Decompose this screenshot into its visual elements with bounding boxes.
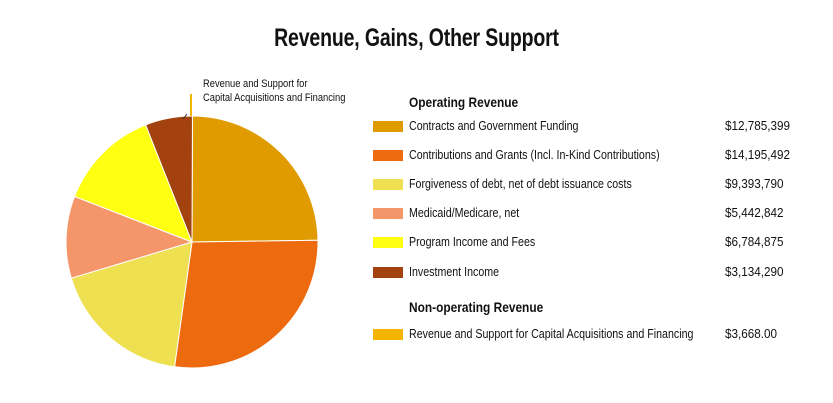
legend-value: $3,668.00 bbox=[725, 326, 778, 341]
legend-value: $9,393,790 bbox=[725, 176, 784, 191]
legend-value: $3,134,290 bbox=[725, 264, 784, 279]
pie-slice bbox=[173, 239, 319, 369]
callout-line-2: Capital Acquisitions and Financing bbox=[203, 92, 346, 104]
chart-title: Revenue, Gains, Other Support bbox=[274, 24, 559, 52]
legend-swatch bbox=[373, 329, 403, 340]
callout-label: Revenue and Support for Capital Acquisit… bbox=[203, 77, 345, 105]
legend-swatch bbox=[373, 267, 403, 278]
legend-heading-non-operating: Non-operating Revenue bbox=[409, 299, 544, 315]
pie-slice bbox=[191, 115, 319, 243]
legend-row-investment: Investment Income $3,134,290 bbox=[373, 264, 813, 284]
legend-label: Contracts and Government Funding bbox=[409, 118, 579, 133]
callout-line-1: Revenue and Support for bbox=[203, 78, 308, 90]
callout-tick bbox=[182, 113, 188, 120]
legend-row-contracts: Contracts and Government Funding $12,785… bbox=[373, 118, 813, 138]
pie-slice bbox=[144, 115, 193, 243]
legend-row-contributions: Contributions and Grants (Incl. In-Kind … bbox=[373, 147, 813, 167]
legend-label: Investment Income bbox=[409, 264, 500, 279]
legend-heading-operating: Operating Revenue bbox=[409, 94, 519, 110]
legend-swatch bbox=[373, 208, 403, 219]
pie-slice bbox=[73, 124, 193, 243]
legend-label: Forgiveness of debt, net of debt issuanc… bbox=[409, 176, 632, 191]
legend-swatch bbox=[373, 150, 403, 161]
legend-value: $5,442,842 bbox=[725, 205, 784, 220]
legend-label: Medicaid/Medicare, net bbox=[409, 205, 520, 220]
legend-row-medicaid: Medicaid/Medicare, net $5,442,842 bbox=[373, 205, 813, 225]
legend-value: $12,785,399 bbox=[725, 118, 791, 133]
pie-slice bbox=[70, 241, 193, 368]
legend-label: Contributions and Grants (Incl. In-Kind … bbox=[409, 147, 660, 162]
legend-row-program-income: Program Income and Fees $6,784,875 bbox=[373, 234, 813, 254]
legend-row-forgiveness: Forgiveness of debt, net of debt issuanc… bbox=[373, 176, 813, 196]
legend-label: Revenue and Support for Capital Acquisit… bbox=[409, 326, 694, 341]
legend-swatch bbox=[373, 121, 403, 132]
legend-label: Program Income and Fees bbox=[409, 234, 536, 249]
legend-value: $6,784,875 bbox=[725, 234, 784, 249]
legend-row-capital: Revenue and Support for Capital Acquisit… bbox=[373, 326, 813, 346]
legend-swatch bbox=[373, 237, 403, 248]
legend-swatch bbox=[373, 179, 403, 190]
pie-slice bbox=[65, 195, 194, 279]
legend-value: $14,195,492 bbox=[725, 147, 791, 162]
